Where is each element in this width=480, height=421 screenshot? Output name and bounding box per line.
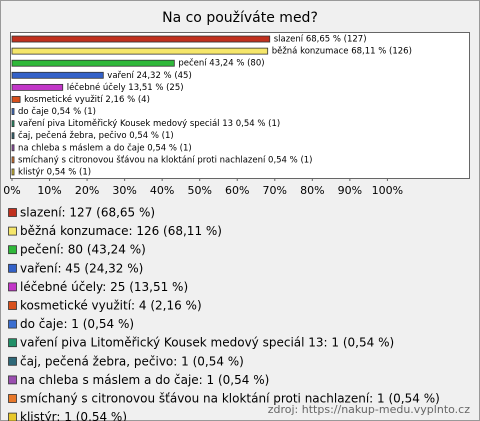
data-label: léčebné účely 13,51 % (25): [67, 82, 184, 93]
bar: [11, 35, 271, 43]
legend-label: vaření piva Litoměřický Kousek medový sp…: [20, 336, 394, 350]
bar: [11, 168, 15, 176]
bar: [11, 83, 64, 91]
bar: [11, 47, 269, 55]
x-tick-label: 20%: [75, 184, 99, 197]
chart-title: Na co používáte med?: [162, 10, 318, 26]
legend-label: smíchaný s citronovou šťávou na kloktání…: [20, 392, 440, 406]
data-label: kosmetické využití 2,16 % (4): [24, 94, 150, 105]
data-label: pečení 43,24 % (80): [178, 58, 264, 69]
legend-swatch: [8, 319, 17, 329]
x-tick-label: 30%: [112, 184, 136, 197]
source: zdroj: https://nakup-medu.vyplnto.cz: [268, 403, 470, 416]
legend-swatch: [8, 226, 17, 236]
bar: [11, 156, 15, 164]
data-label: smíchaný s citronovou šťávou na kloktání…: [18, 154, 312, 165]
legend-label: pečení: 80 (43,24 %): [20, 243, 146, 257]
bar: [11, 96, 21, 103]
x-tick-label: 10%: [37, 184, 61, 197]
x-tick-label: 50%: [187, 184, 211, 197]
x-tick-label: 0%: [3, 184, 20, 197]
data-label: vaření 24,32 % (45): [107, 71, 192, 81]
legend-swatch: [8, 263, 17, 273]
legend-swatch: [8, 301, 17, 310]
legend-swatch: [8, 338, 17, 348]
data-label: klistýr 0,54 % (1): [18, 167, 91, 177]
data-label: slazení 68,65 % (127): [274, 35, 367, 45]
legend-label: kosmetické využití: 4 (2,16 %): [20, 299, 202, 313]
legend-swatch: [8, 245, 17, 255]
legend-swatch: [8, 356, 17, 366]
legend-swatch: [8, 282, 17, 292]
x-tick-label: 60%: [225, 184, 249, 197]
bar: [11, 71, 104, 79]
legend-swatch: [8, 375, 17, 385]
bar: [11, 108, 15, 115]
legend-swatch: [8, 412, 17, 421]
legend-label: léčebné účely: 25 (13,51 %): [20, 280, 188, 294]
x-tick-label: 70%: [263, 184, 287, 197]
legend-label: do čaje: 1 (0,54 %): [20, 317, 134, 331]
bar: [11, 59, 175, 67]
bar: [11, 132, 15, 140]
legend-label: čaj, pečená žebra, pečivo: 1 (0,54 %): [20, 354, 244, 368]
legend-label: klistýr: 1 (0,54 %): [20, 410, 127, 421]
x-tick-label: 90%: [338, 184, 362, 197]
legend-swatch: [8, 208, 17, 217]
legend-label: na chleba s máslem a do čaje: 1 (0,54 %): [20, 373, 269, 387]
legend-label: běžná konzumace: 126 (68,11 %): [20, 224, 222, 238]
plot-area: [10, 32, 470, 179]
x-tick-label: 80%: [300, 184, 324, 197]
bar: [11, 144, 15, 152]
bar: [11, 120, 15, 128]
data-label: běžná konzumace 68,11 % (126): [272, 47, 412, 57]
legend-label: slazení: 127 (68,65 %): [20, 206, 155, 220]
data-label: vaření piva Litoměřický Kousek medový sp…: [18, 119, 280, 129]
data-label: čaj, pečená žebra, pečivo 0,54 % (1): [18, 130, 174, 141]
legend-swatch: [8, 394, 17, 403]
x-tick-label: 100%: [372, 184, 403, 197]
legend-label: vaření: 45 (24,32 %): [20, 261, 143, 275]
data-label: na chleba s máslem a do čaje 0,54 % (1): [18, 142, 192, 153]
data-label: do čaje 0,54 % (1): [18, 106, 96, 117]
x-tick-label: 40%: [150, 184, 174, 197]
